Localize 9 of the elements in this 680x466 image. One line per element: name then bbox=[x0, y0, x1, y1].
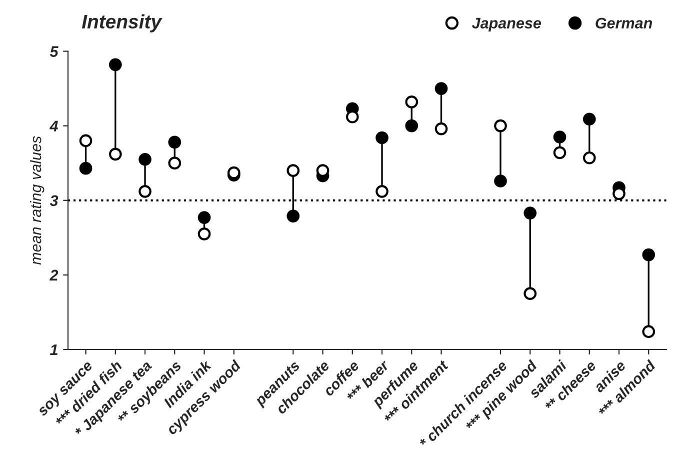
y-tick-label: 3 bbox=[50, 195, 58, 206]
legend-label: German bbox=[596, 18, 652, 29]
y-tick-label: 5 bbox=[50, 46, 58, 57]
y-axis-title: mean rating values bbox=[30, 136, 44, 265]
y-tick-label: 1 bbox=[50, 344, 58, 356]
legend-label: Japanese bbox=[472, 18, 542, 32]
y-tick-label: 2 bbox=[50, 270, 58, 280]
chart-title: Intensity bbox=[82, 14, 162, 32]
y-tick-label: 4 bbox=[50, 120, 58, 132]
